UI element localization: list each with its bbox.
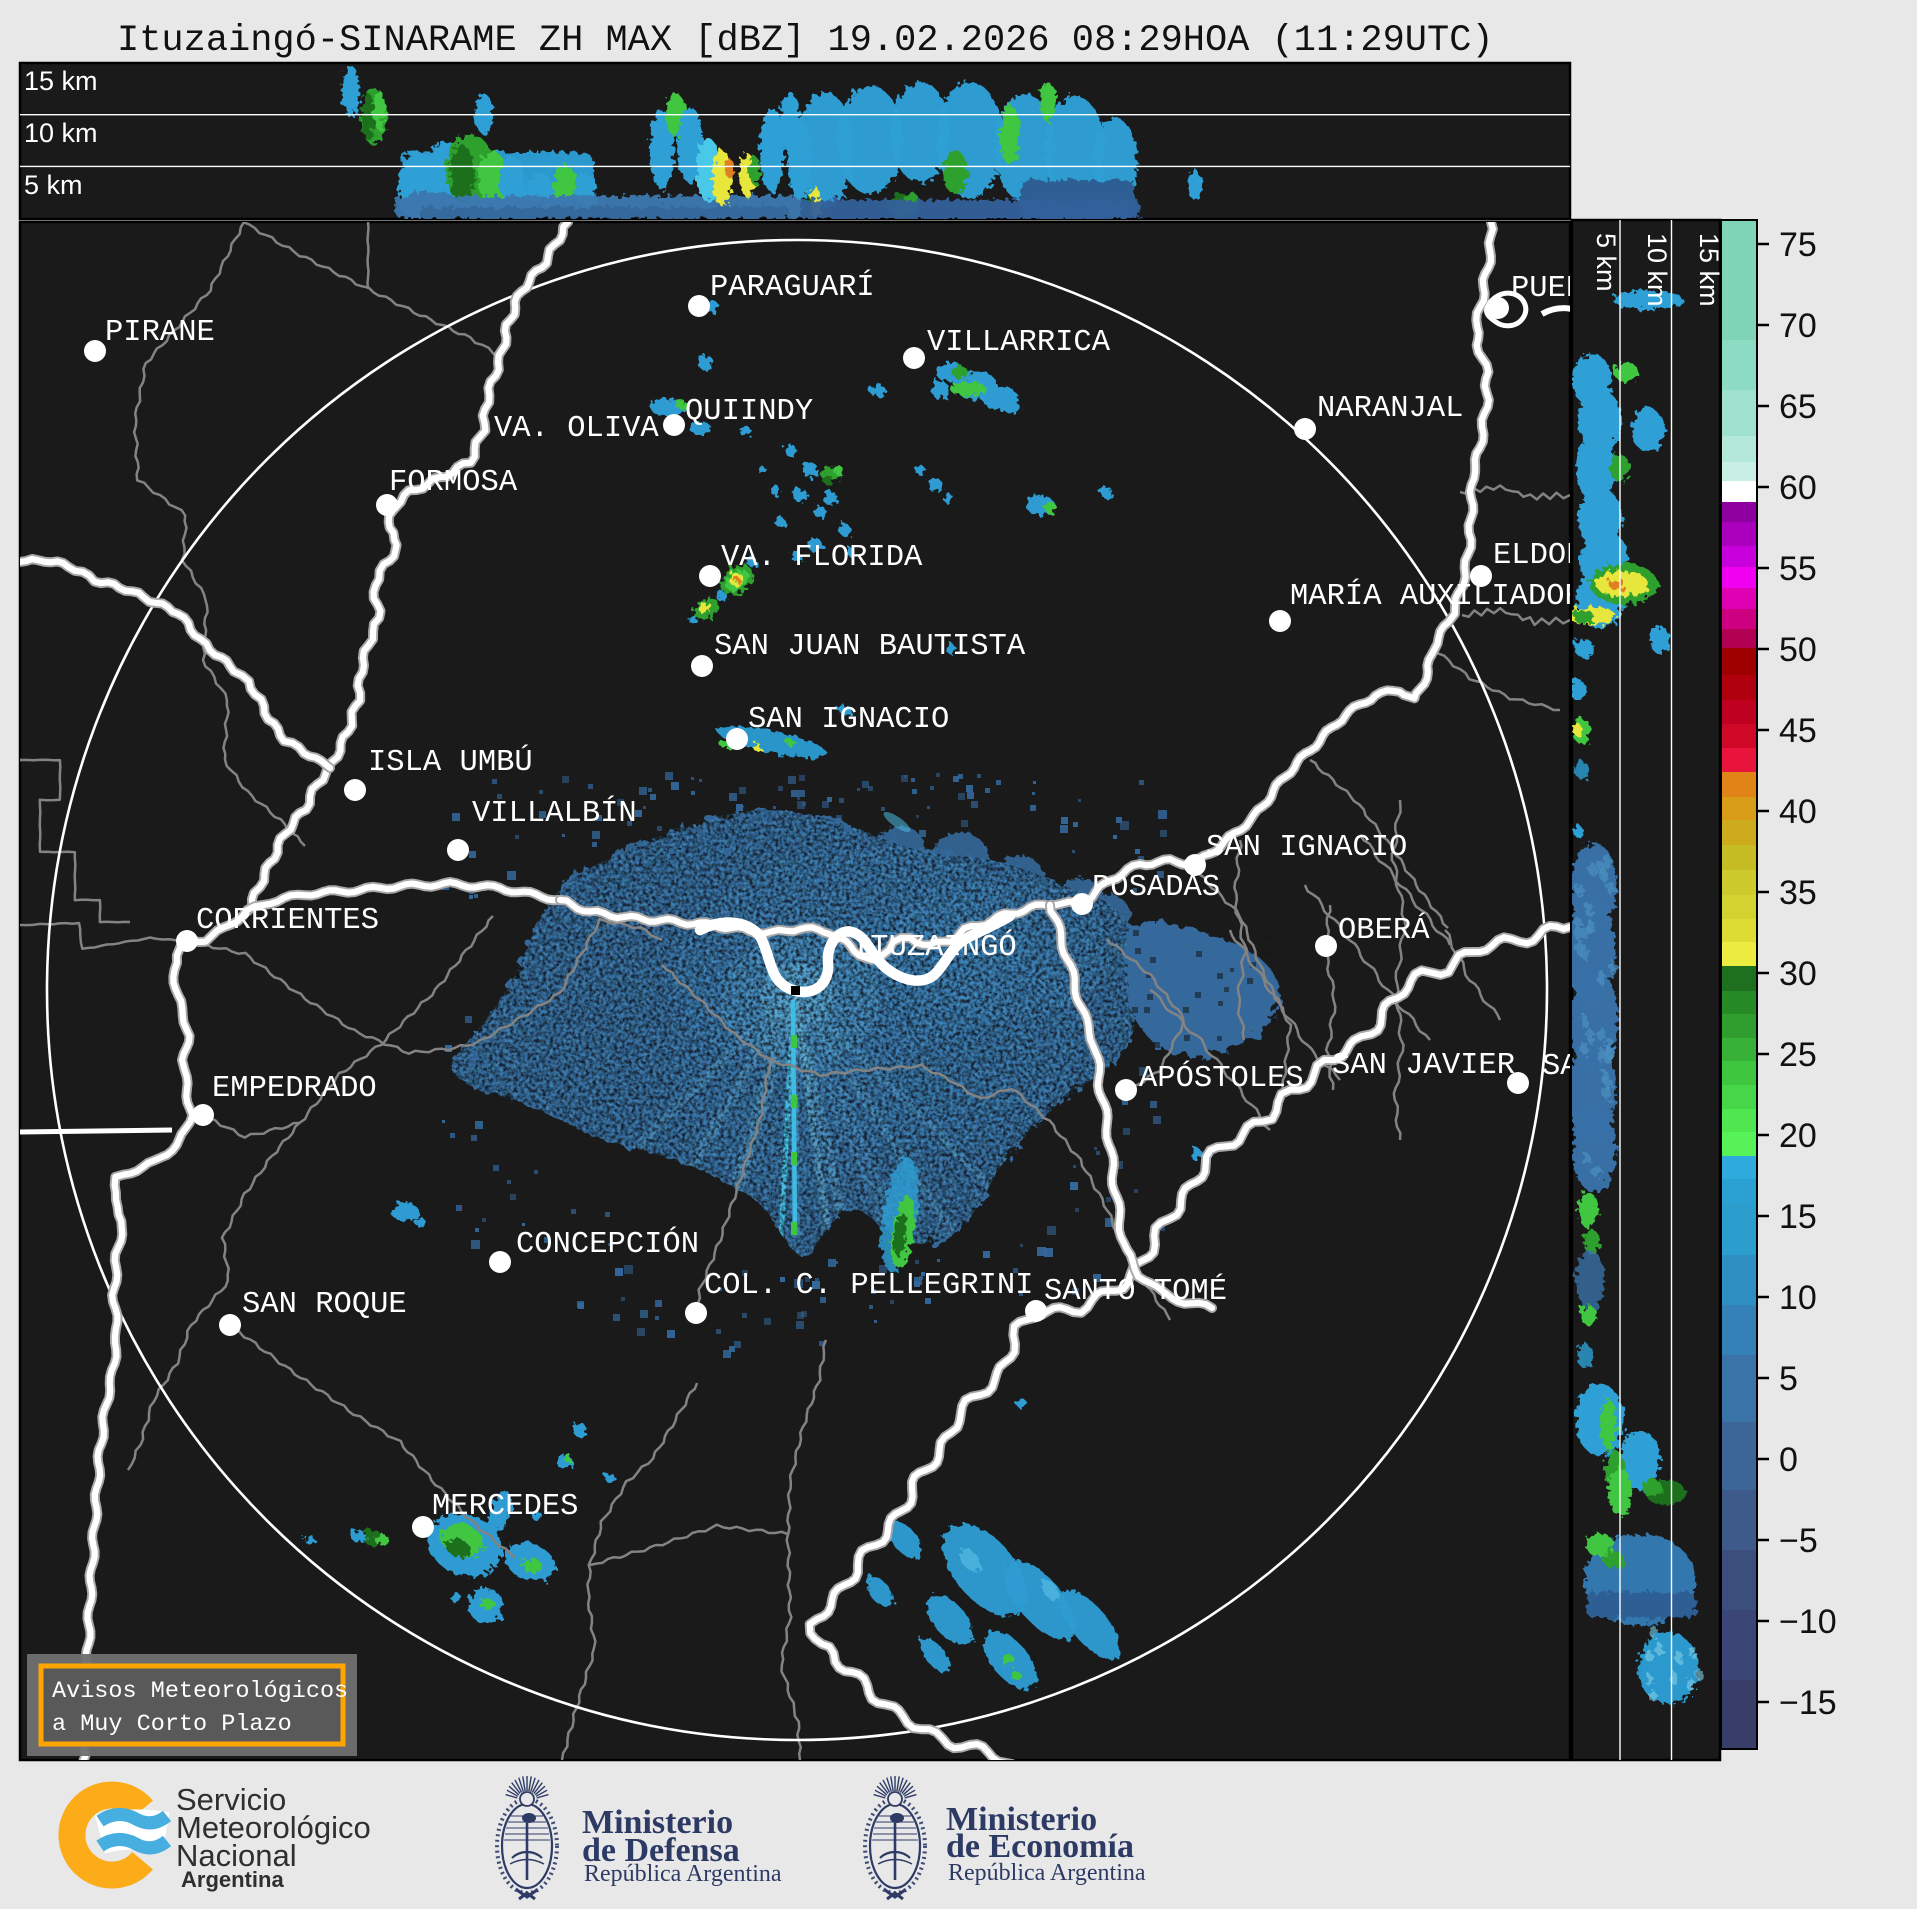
svg-text:75: 75 <box>1779 226 1817 264</box>
svg-text:45: 45 <box>1779 712 1817 750</box>
svg-text:EMPEDRADO: EMPEDRADO <box>212 1072 377 1106</box>
svg-text:SAN JAVIER: SAN JAVIER <box>1332 1049 1515 1083</box>
svg-text:OBERÁ: OBERÁ <box>1338 911 1430 948</box>
svg-text:10 km: 10 km <box>1642 233 1672 307</box>
svg-text:a Muy Corto Plazo: a Muy Corto Plazo <box>52 1711 292 1738</box>
svg-text:VILLARRICA: VILLARRICA <box>927 326 1111 360</box>
svg-text:Ministerio: Ministerio <box>582 1804 733 1841</box>
svg-text:20: 20 <box>1779 1117 1817 1155</box>
svg-text:40: 40 <box>1779 793 1817 831</box>
svg-text:PUERTO RICO: PUERTO RICO <box>1511 272 1712 306</box>
svg-text:VILLALBÍN: VILLALBÍN <box>472 794 637 831</box>
svg-text:Meteorológico: Meteorológico <box>176 1810 371 1845</box>
svg-text:15 km: 15 km <box>24 66 98 96</box>
svg-text:5 km: 5 km <box>24 170 83 200</box>
svg-text:SAN VICENTE: SAN VICENTE <box>1542 1050 1743 1084</box>
svg-text:10: 10 <box>1779 1279 1817 1317</box>
svg-text:de Economía: de Economía <box>946 1828 1134 1865</box>
svg-text:−15: −15 <box>1779 1684 1837 1722</box>
svg-text:QUIINDY: QUIINDY <box>685 395 813 429</box>
svg-text:COL. C. PELLEGRINI: COL. C. PELLEGRINI <box>704 1269 1033 1303</box>
svg-text:60: 60 <box>1779 469 1817 507</box>
svg-text:PIRANE: PIRANE <box>105 316 215 350</box>
svg-text:VA. FLORIDA: VA. FLORIDA <box>721 541 923 575</box>
svg-text:−10: −10 <box>1779 1603 1837 1641</box>
svg-text:5 km: 5 km <box>1591 233 1621 292</box>
svg-text:Argentina: Argentina <box>181 1867 284 1892</box>
svg-text:VA. OLIVA: VA. OLIVA <box>494 412 659 446</box>
svg-text:APÓSTOLES: APÓSTOLES <box>1139 1059 1304 1096</box>
svg-text:República Argentina: República Argentina <box>584 1861 782 1887</box>
svg-text:PARAGUARÍ: PARAGUARÍ <box>710 268 875 305</box>
svg-text:25: 25 <box>1779 1036 1817 1074</box>
svg-text:República Argentina: República Argentina <box>948 1860 1146 1886</box>
svg-text:5: 5 <box>1779 1360 1798 1398</box>
svg-text:FORMOSA: FORMOSA <box>389 466 518 500</box>
svg-text:Ministerio: Ministerio <box>946 1801 1097 1838</box>
svg-text:ELDORADO: ELDORADO <box>1493 539 1639 573</box>
svg-text:NARANJAL: NARANJAL <box>1317 392 1463 426</box>
svg-text:SAN ROQUE: SAN ROQUE <box>242 1288 407 1322</box>
svg-text:10 km: 10 km <box>24 118 98 148</box>
svg-text:55: 55 <box>1779 550 1817 588</box>
svg-text:SANTO TOMÉ: SANTO TOMÉ <box>1044 1272 1227 1309</box>
svg-text:Avisos Meteorológicos: Avisos Meteorológicos <box>52 1678 348 1705</box>
svg-text:ITUZAINGÓ: ITUZAINGÓ <box>852 928 1017 965</box>
svg-text:CONCEPCIÓN: CONCEPCIÓN <box>516 1225 699 1262</box>
svg-text:SAN IGNACIO: SAN IGNACIO <box>748 703 949 737</box>
svg-text:ISLA UMBÚ: ISLA UMBÚ <box>368 743 533 780</box>
svg-text:70: 70 <box>1779 307 1817 345</box>
svg-text:MERCEDES: MERCEDES <box>432 1490 578 1524</box>
svg-text:35: 35 <box>1779 874 1817 912</box>
svg-text:CORRIENTES: CORRIENTES <box>196 904 379 938</box>
svg-text:50: 50 <box>1779 631 1817 669</box>
svg-text:30: 30 <box>1779 955 1817 993</box>
svg-text:65: 65 <box>1779 388 1817 426</box>
svg-text:de Defensa: de Defensa <box>582 1832 740 1869</box>
svg-text:SAN IGNACIO: SAN IGNACIO <box>1206 831 1407 865</box>
svg-text:POSADAS: POSADAS <box>1092 871 1220 905</box>
svg-text:−5: −5 <box>1779 1522 1818 1560</box>
svg-text:MARÍA AUXILIADORA: MARÍA AUXILIADORA <box>1290 577 1602 614</box>
svg-text:SAN JUAN BAUTISTA: SAN JUAN BAUTISTA <box>714 630 1026 664</box>
svg-text:Servicio: Servicio <box>176 1782 286 1817</box>
svg-text:Nacional: Nacional <box>176 1838 297 1873</box>
svg-text:0: 0 <box>1779 1441 1798 1479</box>
svg-text:15 km: 15 km <box>1694 233 1724 307</box>
svg-text:Ituzaingó-SINARAME ZH MAX [dBZ: Ituzaingó-SINARAME ZH MAX [dBZ] 19.02.20… <box>117 20 1494 62</box>
svg-text:15: 15 <box>1779 1198 1817 1236</box>
